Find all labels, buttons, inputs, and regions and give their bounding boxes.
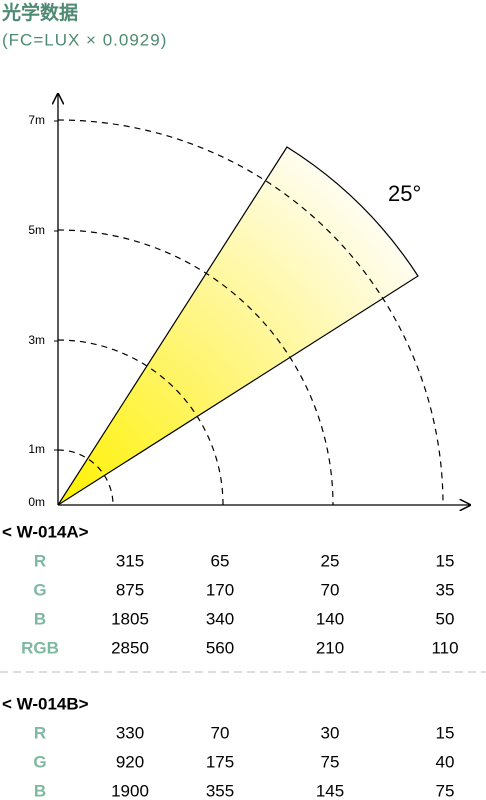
table-name: < W-014B> (2, 694, 89, 713)
table-name: < W-014A> (2, 522, 89, 541)
row-label: B (34, 609, 46, 628)
cell: 315 (116, 551, 144, 570)
cell: 145 (316, 781, 344, 800)
row-label: R (34, 723, 46, 742)
cell: 210 (316, 638, 344, 657)
beam (57, 146, 419, 506)
distance-label: 0m (28, 495, 45, 509)
cell: 175 (206, 752, 234, 771)
row-label: R (34, 551, 46, 570)
cell: 2850 (111, 638, 149, 657)
cell: 110 (431, 638, 458, 657)
subtitle: (FC=LUX × 0.0929) (2, 30, 167, 49)
row-label: G (33, 580, 46, 599)
cell: 70 (321, 580, 340, 599)
row-label: B (34, 781, 46, 800)
cell: 875 (116, 580, 144, 599)
cell: 75 (321, 752, 340, 771)
cell: 75 (436, 781, 455, 800)
distance-label: 1m (28, 442, 45, 456)
cell: 920 (116, 752, 144, 771)
cell: 15 (436, 551, 455, 570)
cell: 15 (436, 723, 455, 742)
row-label: G (33, 752, 46, 771)
cell: 560 (206, 638, 234, 657)
beam-angle: 25° (388, 181, 421, 206)
cell: 140 (316, 609, 344, 628)
cell: 1805 (111, 609, 149, 628)
cell: 30 (321, 723, 340, 742)
distance-label: 7m (28, 113, 45, 127)
distance-label: 5m (28, 223, 45, 237)
row-label: RGB (21, 638, 59, 657)
cell: 340 (206, 609, 234, 628)
cell: 355 (206, 781, 234, 800)
cell: 65 (211, 551, 230, 570)
cell: 70 (211, 723, 230, 742)
cell: 40 (436, 752, 455, 771)
title: 光学数据 (1, 1, 78, 24)
cell: 35 (436, 580, 455, 599)
cell: 330 (116, 723, 144, 742)
cell: 50 (436, 609, 455, 628)
distance-label: 3m (28, 333, 45, 347)
cell: 1900 (111, 781, 149, 800)
distance-arcs (57, 119, 444, 506)
cell: 25 (321, 551, 340, 570)
cell: 170 (206, 580, 234, 599)
